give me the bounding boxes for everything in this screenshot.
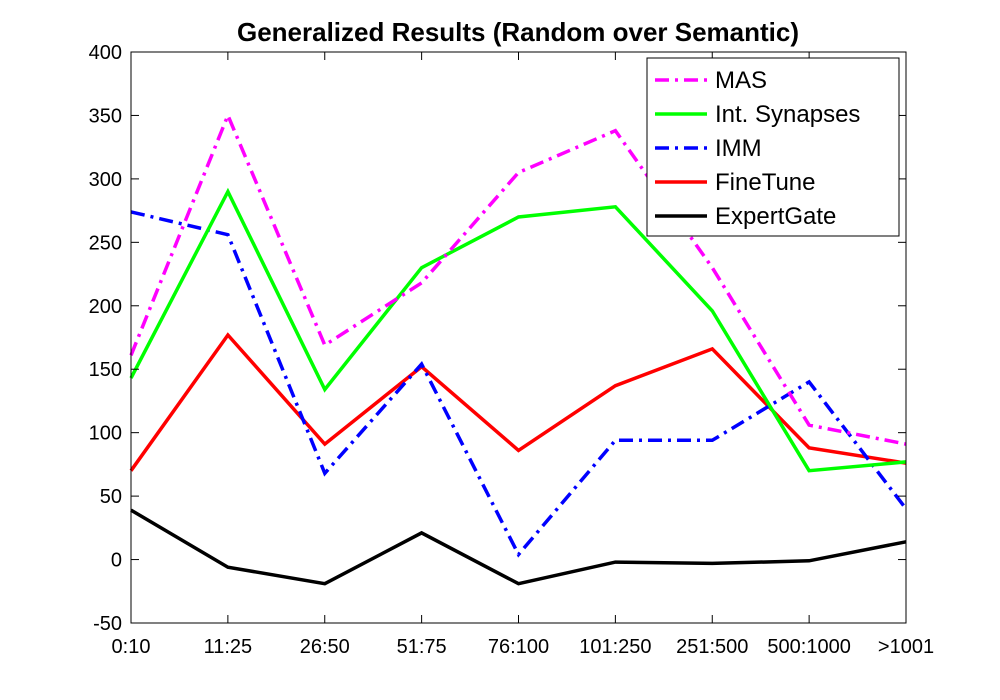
legend-label-finetune: FineTune bbox=[715, 169, 816, 196]
legend-label-expertgate: ExpertGate bbox=[715, 203, 836, 230]
x-tick-label: 500:1000 bbox=[767, 636, 850, 658]
legend-label-imm: IMM bbox=[715, 135, 762, 162]
y-tick-label: 250 bbox=[89, 232, 122, 254]
series-group bbox=[129, 110, 908, 586]
x-tick-label: >1001 bbox=[878, 636, 934, 658]
y-tick-label: 0 bbox=[111, 550, 122, 572]
x-tick-label: 0:10 bbox=[112, 636, 151, 658]
x-tick-label: 11:25 bbox=[204, 636, 253, 658]
chart-title: Generalized Results (Random over Semanti… bbox=[237, 17, 799, 47]
series-line-mas bbox=[129, 110, 907, 446]
y-tick-label: 350 bbox=[89, 105, 122, 127]
y-tick-label: -50 bbox=[93, 613, 122, 635]
y-tick-label: 50 bbox=[100, 486, 122, 508]
axis-ticks: -50 0 50 100 150 200 250 300 350 400 0:10 11:25 26:5… bbox=[89, 42, 934, 658]
series-line-int-synapses bbox=[129, 187, 907, 473]
series-line-imm bbox=[130, 210, 908, 558]
legend: MAS Int. Synapses IMM FineTune ExpertGate bbox=[646, 57, 900, 237]
series-line-expertgate bbox=[130, 508, 907, 586]
y-tick-label: 150 bbox=[89, 359, 122, 381]
x-tick-label: 251:500 bbox=[676, 636, 748, 658]
legend-label-mas: MAS bbox=[715, 67, 767, 94]
y-tick-label: 300 bbox=[89, 169, 122, 191]
x-tick-label: 51:75 bbox=[397, 636, 447, 658]
x-tick-label: 101:250 bbox=[579, 636, 651, 658]
x-tick-label: 26:50 bbox=[300, 636, 350, 658]
x-tick-label: 76:100 bbox=[488, 636, 549, 658]
legend-label-int-synapses: Int. Synapses bbox=[715, 101, 860, 128]
y-tick-label: 200 bbox=[89, 296, 122, 318]
y-tick-label: 100 bbox=[89, 423, 122, 445]
y-tick-label: 400 bbox=[89, 42, 122, 64]
